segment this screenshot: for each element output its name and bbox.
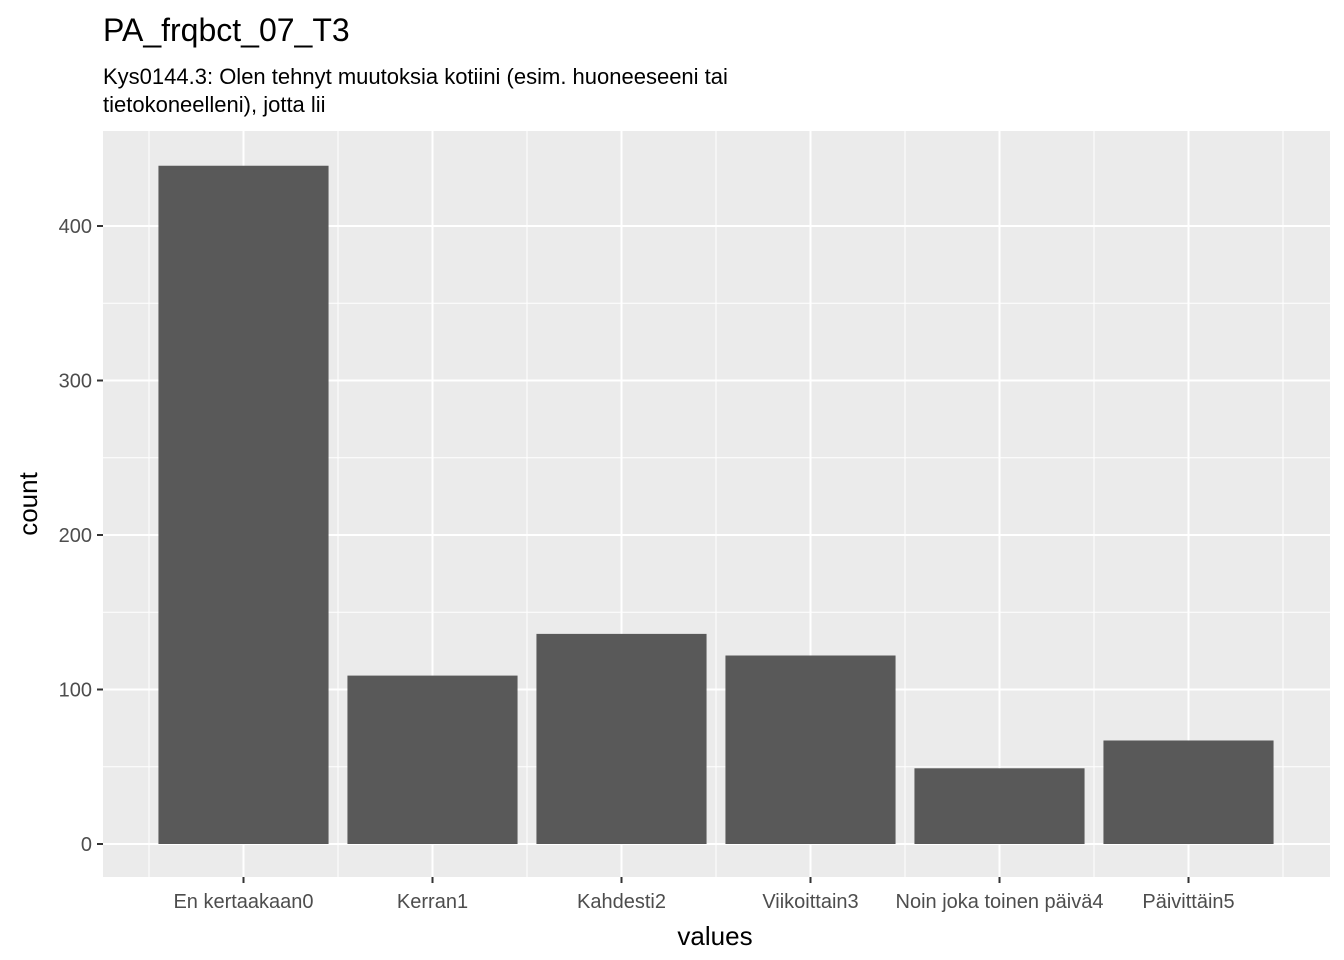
x-tick-label: Viikoittain3	[762, 891, 858, 913]
x-axis: En kertaakaan0 Kerran1 Kahdesti2 Viikoittai…	[173, 877, 1235, 913]
bar	[914, 768, 1085, 844]
chart-subtitle-line-2: tietokoneelleni), jotta lii	[103, 92, 326, 117]
bar	[158, 165, 329, 844]
y-tick-label: 0	[81, 834, 92, 856]
x-tick-label: Päivittäin5	[1142, 891, 1234, 913]
bar	[1103, 740, 1274, 844]
x-tick-label: Kerran1	[397, 891, 468, 913]
bar	[536, 633, 707, 844]
y-tick-label: 100	[59, 680, 92, 702]
x-tick-label: Noin joka toinen päivä4	[896, 891, 1104, 913]
bars	[158, 165, 1274, 844]
y-tick-label: 400	[59, 216, 92, 238]
x-tick-label: Kahdesti2	[577, 891, 666, 913]
y-tick-label: 200	[59, 525, 92, 547]
bar	[725, 655, 896, 844]
chart-title: PA_frqbct_07_T3	[103, 12, 350, 48]
y-axis-title: count	[13, 471, 43, 535]
y-tick-label: 300	[59, 371, 92, 393]
x-tick-label: En kertaakaan0	[173, 891, 313, 913]
y-axis: 0 100 200 300 400	[59, 216, 103, 856]
chart-subtitle-line-1: Kys0144.3: Olen tehnyt muutoksia kotiini…	[103, 64, 728, 89]
bar	[347, 675, 518, 844]
x-axis-title: values	[677, 921, 752, 951]
